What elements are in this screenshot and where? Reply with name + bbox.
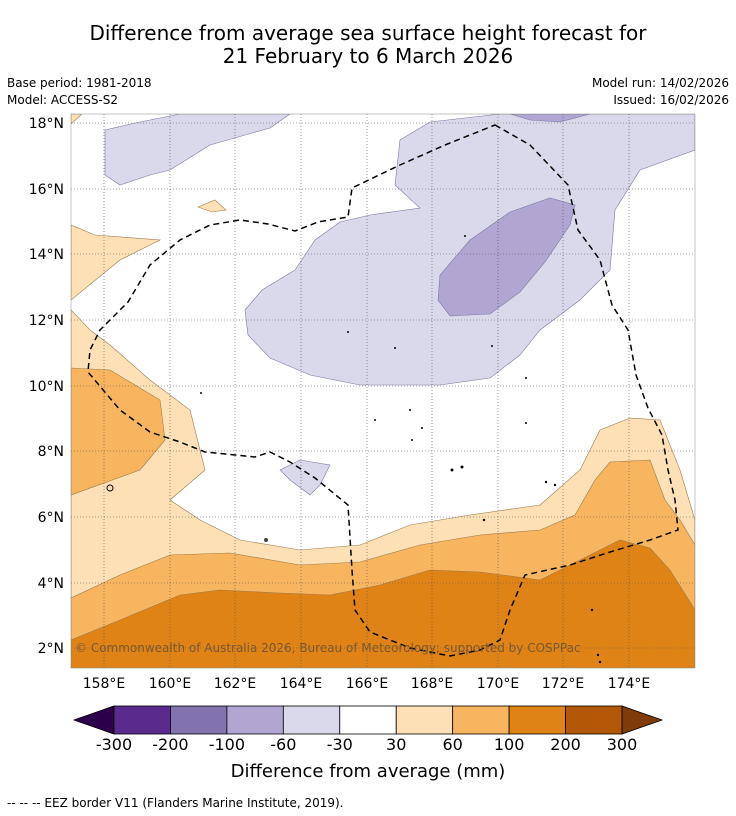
colorbar-swatch	[226, 705, 284, 735]
meta-left: Base period: 1981-2018 Model: ACCESS-S2	[7, 75, 152, 109]
eez-border	[87, 124, 679, 657]
gridlines	[71, 114, 695, 668]
colorbar-swatch	[170, 705, 228, 735]
band-neg-60-100	[437, 197, 576, 317]
colorbar-title: Difference from average (mm)	[230, 761, 506, 782]
lon-label: 158°E	[83, 676, 126, 692]
lat-label: 4°N	[38, 576, 64, 592]
lat-label: 14°N	[29, 247, 64, 263]
lon-label: 164°E	[280, 676, 323, 692]
lon-label: 172°E	[542, 676, 585, 692]
base-period: Base period: 1981-2018	[7, 76, 152, 90]
longitude-axis: 158°E 160°E 162°E 164°E 166°E 168°E 170°…	[83, 676, 651, 692]
colorbar-tick-label: -200	[152, 735, 189, 754]
colorbar-tick-label: -60	[270, 735, 297, 754]
colorbar	[72, 705, 664, 735]
colorbar-tick-label: 100	[493, 735, 525, 754]
lat-label: 16°N	[29, 182, 64, 198]
colorbar-tick-label: -100	[208, 735, 246, 754]
band-30-60-islet	[197, 199, 227, 213]
lat-label: 10°N	[29, 379, 64, 395]
lat-label: 2°N	[38, 641, 64, 657]
colorbar-swatch	[339, 705, 397, 735]
latitude-axis: 18°N 16°N 14°N 12°N 10°N 8°N 6°N 4°N 2°N	[29, 116, 64, 657]
colorbar-tick-label: 30	[386, 735, 407, 754]
colorbar-swatch	[113, 705, 171, 735]
lon-label: 168°E	[411, 676, 454, 692]
colorbar-extend-high	[621, 705, 664, 735]
colorbar-swatch	[565, 705, 623, 735]
band-neg-60-100-top	[509, 114, 591, 123]
lon-label: 160°E	[149, 676, 192, 692]
lat-label: 8°N	[38, 444, 64, 460]
colorbar-swatch	[395, 705, 454, 735]
band-30-60-west	[71, 224, 162, 301]
colorbar-swatch	[508, 705, 566, 735]
lon-label: 170°E	[477, 676, 520, 692]
contour-field	[71, 114, 695, 668]
map-frame	[70, 113, 696, 669]
band-neg-30-60-south	[279, 459, 331, 496]
colorbar-tick-label: 60	[442, 735, 463, 754]
lon-label: 166°E	[346, 676, 389, 692]
lat-label: 12°N	[29, 313, 64, 329]
colorbar-tick-label: -300	[95, 735, 133, 754]
colorbar-tick-label: 300	[606, 735, 638, 754]
lat-label: 18°N	[29, 116, 64, 132]
issued-date: Issued: 16/02/2026	[613, 93, 729, 107]
colorbar-tick-label: 200	[550, 735, 581, 754]
meta-right: Model run: 14/02/2026 Issued: 16/02/2026	[592, 75, 729, 109]
lat-label: 6°N	[38, 510, 64, 526]
copyright-notice: © Commonwealth of Australia 2026, Bureau…	[75, 641, 581, 655]
title-line-2: 21 February to 6 March 2026	[222, 44, 514, 68]
lon-label: 162°E	[214, 676, 257, 692]
model-run: Model run: 14/02/2026	[591, 76, 729, 90]
band-100-200	[71, 539, 695, 668]
map-title: Difference from average sea surface heig…	[0, 22, 736, 68]
band-neg-30-60-north	[104, 114, 291, 186]
title-line-1: Difference from average sea surface heig…	[89, 21, 647, 45]
colorbar-tick-label: -30	[326, 735, 353, 754]
band-30-60-corner	[71, 114, 83, 125]
colorbar-extend-low	[72, 705, 115, 735]
colorbar-swatch	[282, 705, 341, 735]
band-60-100	[71, 367, 166, 496]
lon-label: 174°E	[608, 676, 651, 692]
islands	[106, 235, 602, 664]
model-name: Model: ACCESS-S2	[7, 93, 119, 107]
colorbar-swatch	[452, 705, 510, 735]
eez-footnote: -- -- -- EEZ border V11 (Flanders Marine…	[7, 796, 344, 810]
